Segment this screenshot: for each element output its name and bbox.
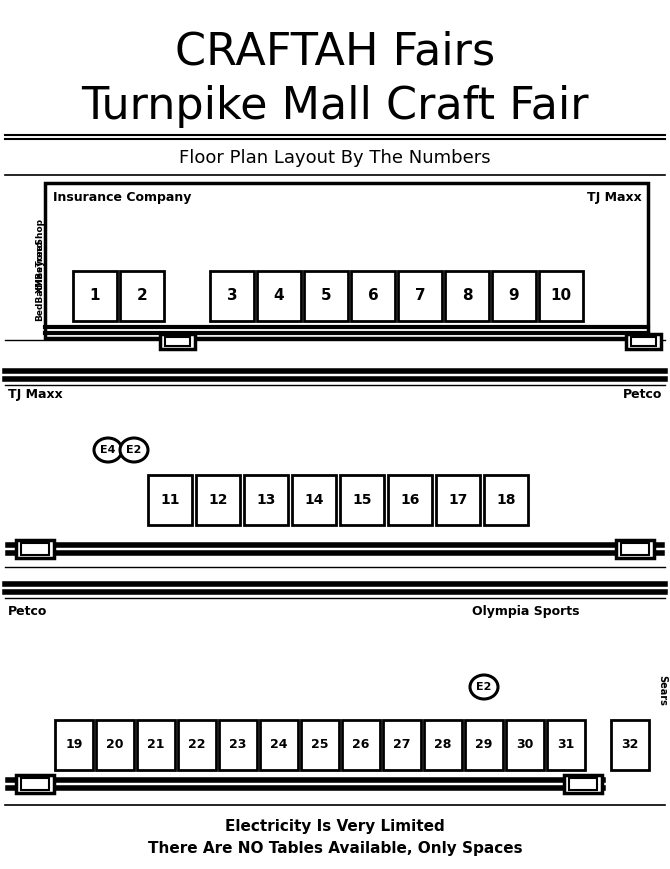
Text: 16: 16	[400, 493, 419, 507]
Bar	[304, 271, 348, 321]
Bar	[257, 271, 301, 321]
Bar	[244, 475, 288, 525]
Text: 8: 8	[462, 289, 472, 303]
Bar	[219, 720, 257, 770]
Bar	[148, 475, 192, 525]
Bar	[492, 271, 536, 321]
Bar	[159, 334, 194, 348]
Ellipse shape	[470, 675, 498, 699]
Text: 10: 10	[551, 289, 572, 303]
Ellipse shape	[120, 438, 148, 462]
Bar	[611, 720, 649, 770]
Bar	[436, 475, 480, 525]
Bar	[621, 543, 649, 555]
Text: There Are NO Tables Available, Only Spaces: There Are NO Tables Available, Only Spac…	[147, 841, 523, 857]
Bar	[165, 336, 190, 346]
Text: 30: 30	[517, 739, 534, 752]
Bar	[73, 271, 117, 321]
Bar	[539, 271, 583, 321]
Text: 31: 31	[557, 739, 575, 752]
Bar	[16, 540, 54, 558]
Text: 2: 2	[137, 289, 147, 303]
Text: XMasTreeShop: XMasTreeShop	[36, 218, 44, 293]
Text: TJ Maxx: TJ Maxx	[8, 388, 63, 401]
Bar	[445, 271, 489, 321]
Text: 12: 12	[208, 493, 228, 507]
Bar	[351, 271, 395, 321]
Bar	[398, 271, 442, 321]
Text: Turnpike Mall Craft Fair: Turnpike Mall Craft Fair	[81, 85, 589, 129]
Text: 17: 17	[448, 493, 468, 507]
Bar	[388, 475, 432, 525]
Text: CRAFTAH Fairs: CRAFTAH Fairs	[175, 30, 495, 74]
Text: Petco: Petco	[622, 388, 662, 401]
Text: 29: 29	[475, 739, 492, 752]
Text: TJ Maxx: TJ Maxx	[587, 191, 642, 204]
Bar	[178, 720, 216, 770]
Bar	[196, 475, 240, 525]
Text: 1: 1	[90, 289, 100, 303]
Bar	[260, 720, 298, 770]
Text: 22: 22	[188, 739, 206, 752]
Text: 3: 3	[226, 289, 237, 303]
Bar	[383, 720, 421, 770]
Text: 13: 13	[257, 493, 275, 507]
Bar	[55, 720, 93, 770]
Bar	[569, 778, 597, 790]
Text: Insurance Company: Insurance Company	[53, 191, 192, 204]
Text: 4: 4	[273, 289, 284, 303]
Bar	[301, 720, 339, 770]
Ellipse shape	[94, 438, 122, 462]
Text: 7: 7	[415, 289, 425, 303]
Text: E4: E4	[100, 445, 116, 455]
Bar	[424, 720, 462, 770]
Bar	[120, 271, 164, 321]
Bar	[506, 720, 544, 770]
Bar	[484, 475, 528, 525]
Text: 28: 28	[434, 739, 452, 752]
Text: Olympia Sports: Olympia Sports	[472, 605, 580, 618]
Text: 14: 14	[304, 493, 324, 507]
Text: 23: 23	[229, 739, 247, 752]
Bar	[210, 271, 254, 321]
Text: Electricity Is Very Limited: Electricity Is Very Limited	[225, 819, 445, 834]
Text: 27: 27	[393, 739, 411, 752]
Text: 21: 21	[147, 739, 165, 752]
Bar	[340, 475, 384, 525]
Text: 24: 24	[270, 739, 287, 752]
Text: 26: 26	[352, 739, 370, 752]
Text: 20: 20	[107, 739, 124, 752]
Text: 11: 11	[160, 493, 180, 507]
Bar	[626, 334, 661, 348]
Text: E2: E2	[476, 682, 492, 692]
Text: Petco: Petco	[8, 605, 48, 618]
Bar	[547, 720, 585, 770]
Text: E2: E2	[127, 445, 141, 455]
Bar	[137, 720, 175, 770]
Bar	[21, 778, 49, 790]
Bar	[45, 183, 648, 338]
Text: 6: 6	[368, 289, 379, 303]
Text: BedBathBeyond: BedBathBeyond	[36, 240, 44, 321]
Text: 5: 5	[321, 289, 331, 303]
Bar	[96, 720, 134, 770]
Text: 15: 15	[352, 493, 372, 507]
Bar	[616, 540, 654, 558]
Text: 25: 25	[312, 739, 329, 752]
Bar	[21, 543, 49, 555]
Bar	[630, 336, 655, 346]
Text: 19: 19	[65, 739, 82, 752]
Bar	[465, 720, 503, 770]
Text: 18: 18	[496, 493, 516, 507]
Text: Floor Plan Layout By The Numbers: Floor Plan Layout By The Numbers	[179, 149, 491, 167]
Bar	[292, 475, 336, 525]
Text: 32: 32	[621, 739, 639, 752]
Bar	[564, 775, 602, 793]
Text: 9: 9	[509, 289, 519, 303]
Text: Sears: Sears	[657, 674, 667, 706]
Bar	[342, 720, 380, 770]
Bar	[16, 775, 54, 793]
